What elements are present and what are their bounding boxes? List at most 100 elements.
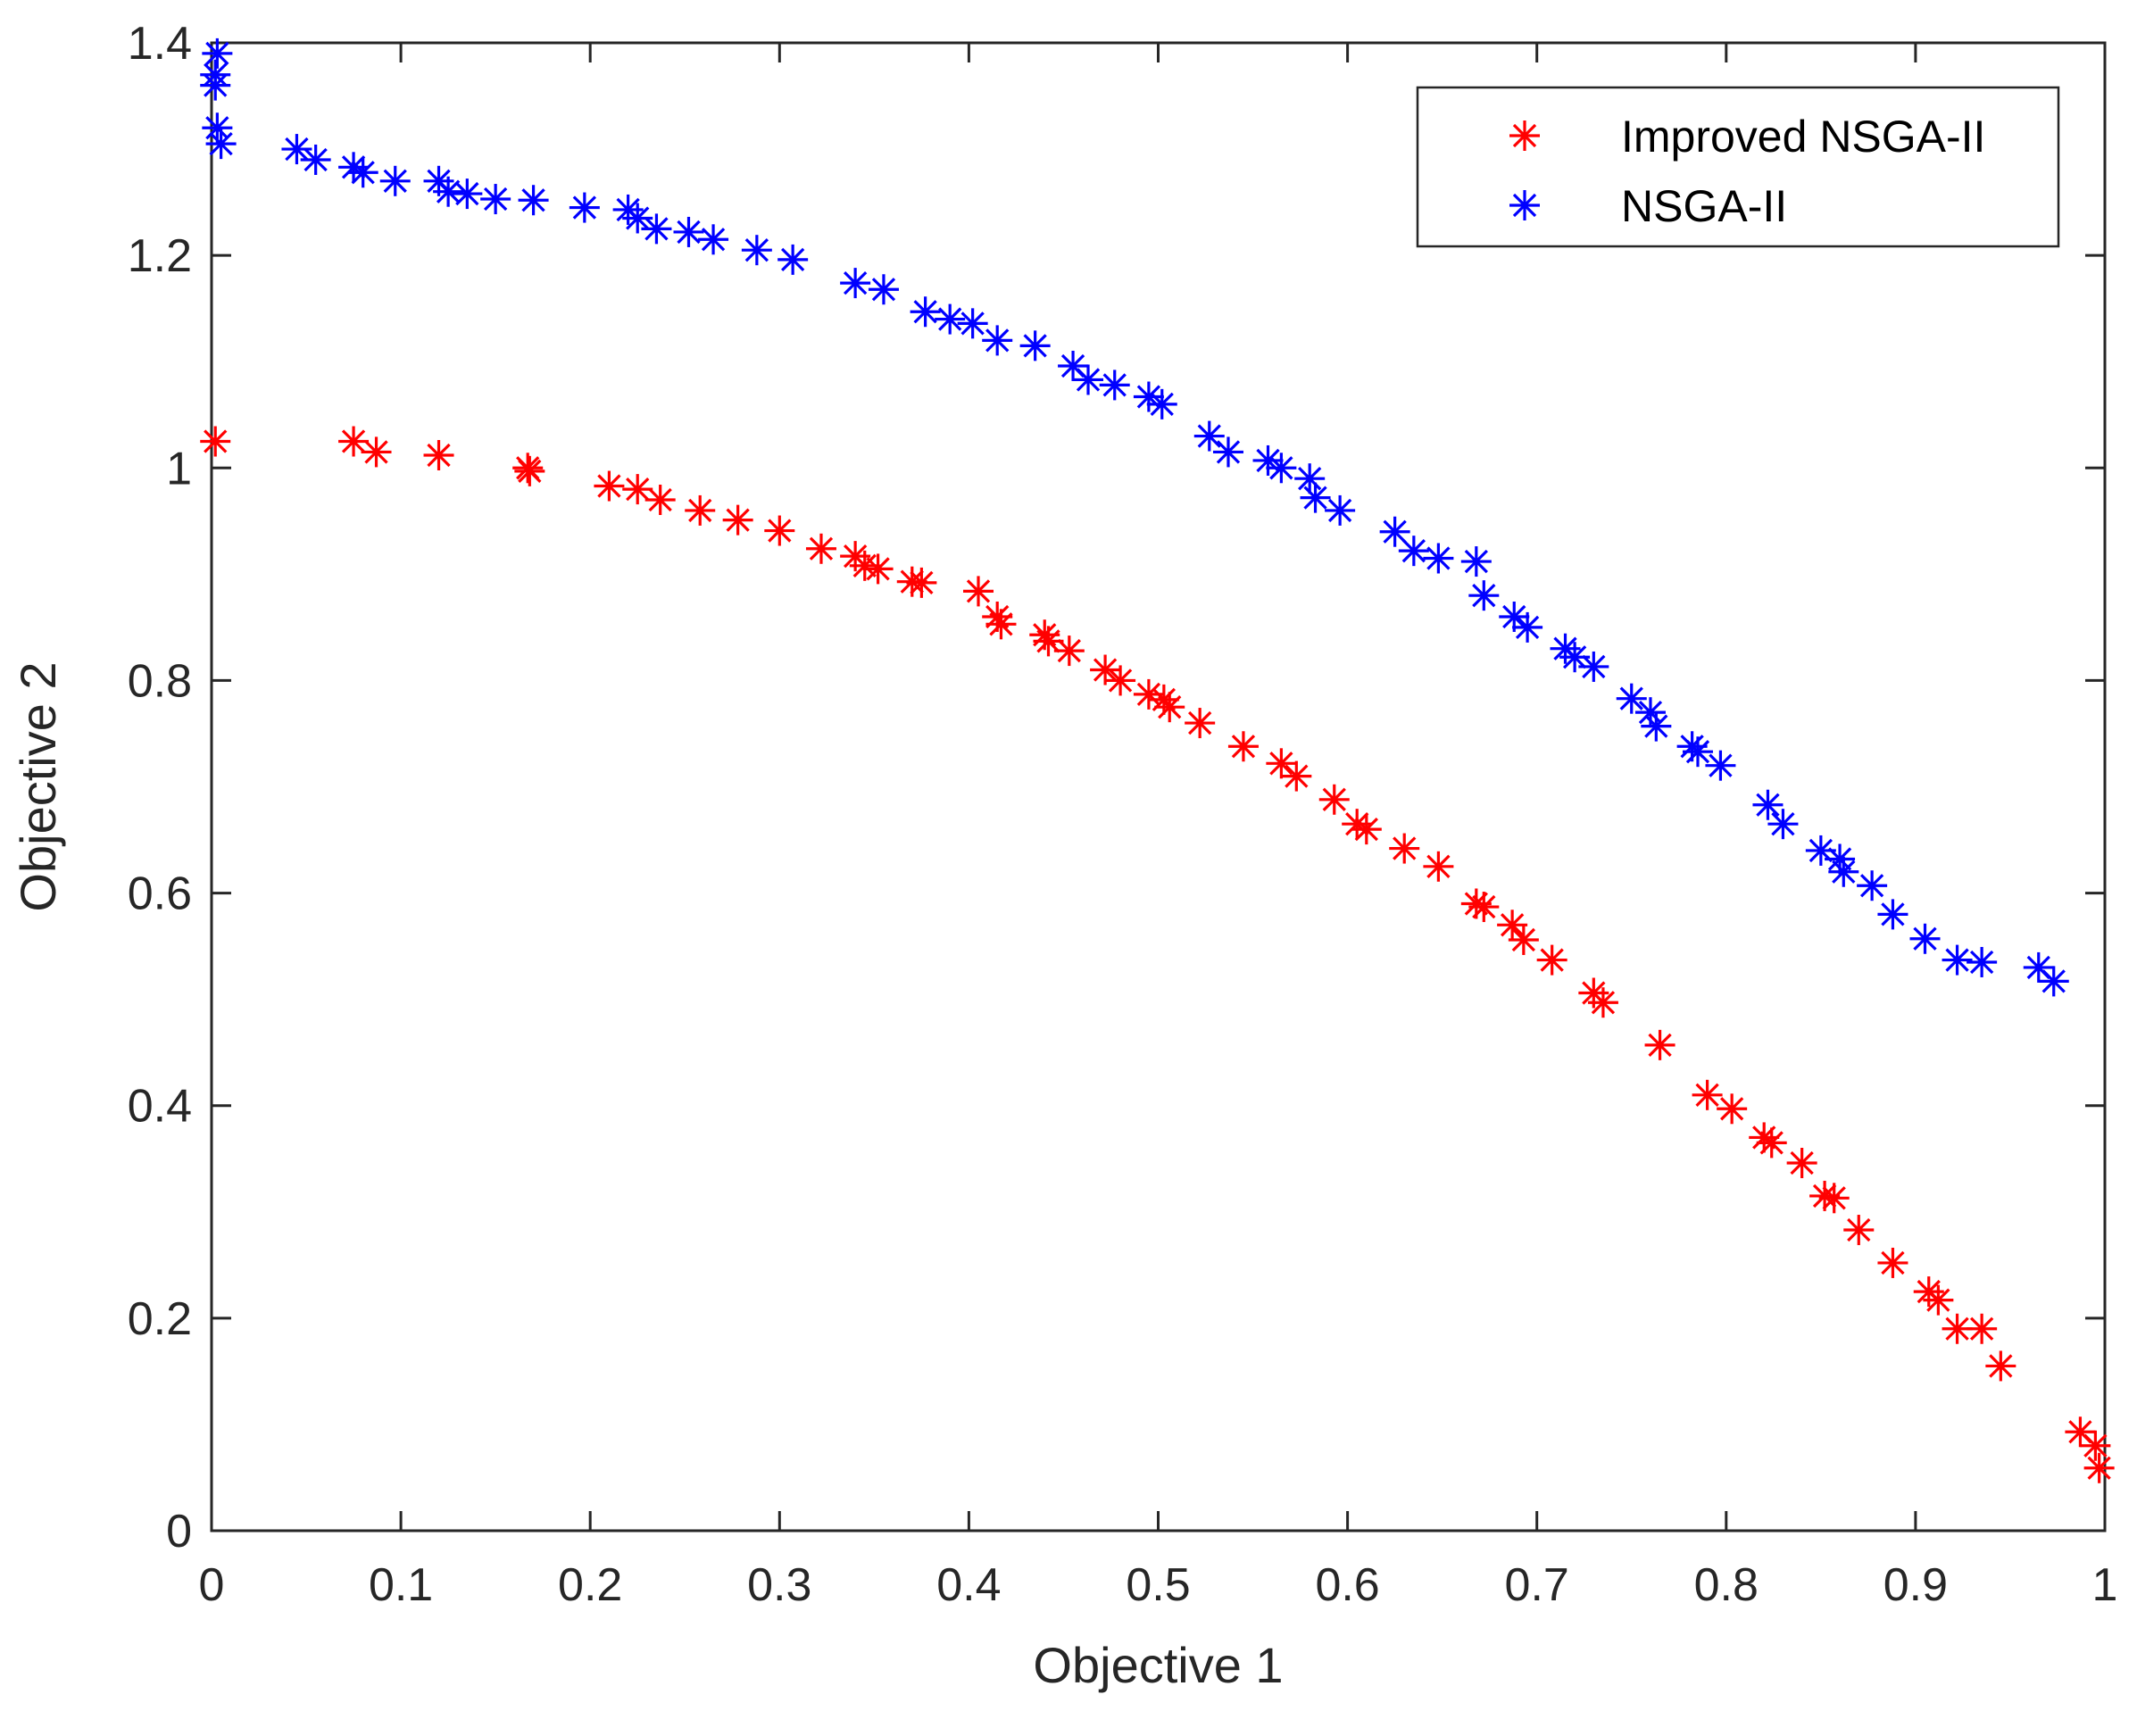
legend-asterisk-icon bbox=[1509, 120, 1540, 151]
data-point bbox=[1342, 809, 1373, 840]
data-point bbox=[963, 576, 994, 607]
data-point bbox=[202, 37, 233, 69]
data-point bbox=[569, 192, 600, 223]
y-tick-label: 0.6 bbox=[128, 868, 192, 920]
data-point bbox=[1318, 784, 1350, 815]
data-point bbox=[1508, 924, 1539, 955]
data-point bbox=[433, 176, 464, 207]
y-tick-label: 1.2 bbox=[128, 230, 192, 282]
data-point bbox=[1099, 370, 1130, 401]
data-point bbox=[741, 235, 772, 266]
data-point bbox=[1423, 851, 1454, 882]
data-point bbox=[480, 184, 511, 215]
data-point bbox=[1019, 330, 1051, 361]
data-point bbox=[518, 185, 549, 216]
data-point bbox=[1154, 692, 1185, 723]
legend-asterisk-icon bbox=[1509, 190, 1540, 220]
data-point bbox=[622, 474, 653, 505]
y-tick-label: 0.2 bbox=[128, 1293, 192, 1345]
x-tick-label: 0.6 bbox=[1315, 1559, 1379, 1611]
y-tick-label: 0.8 bbox=[128, 655, 192, 707]
data-point bbox=[300, 144, 331, 175]
data-point bbox=[1185, 708, 1216, 739]
data-point bbox=[1923, 1284, 1954, 1316]
data-point bbox=[935, 303, 966, 335]
data-point bbox=[2038, 966, 2069, 997]
data-point bbox=[1705, 750, 1736, 781]
plot-area bbox=[210, 41, 2107, 1532]
data-point bbox=[1389, 833, 1420, 864]
data-point bbox=[685, 494, 716, 526]
data-point bbox=[1053, 635, 1085, 667]
legend-label-improved-nsga-ii: Improved NSGA-II bbox=[1621, 112, 1985, 162]
data-point bbox=[1692, 1079, 1723, 1110]
data-point bbox=[1909, 923, 1941, 954]
data-point bbox=[338, 426, 370, 457]
data-point bbox=[347, 157, 378, 188]
series-improved-nsga-ii bbox=[200, 426, 2115, 1483]
data-point bbox=[1857, 870, 1888, 901]
data-point bbox=[868, 274, 899, 305]
data-point bbox=[379, 165, 411, 196]
data-point bbox=[1300, 482, 1331, 513]
x-tick-label: 0 bbox=[199, 1559, 225, 1611]
data-point bbox=[805, 533, 836, 564]
y-axis-ticks: 0 0.2 0.4 0.6 0.8 1 1.2 1.4 bbox=[128, 18, 2105, 1557]
data-point bbox=[1942, 944, 1973, 976]
data-point bbox=[1877, 1247, 1908, 1278]
data-point bbox=[2023, 951, 2054, 983]
data-point bbox=[202, 112, 233, 144]
x-tick-label: 0.8 bbox=[1694, 1559, 1759, 1611]
data-point bbox=[1266, 748, 1297, 779]
data-point bbox=[281, 134, 312, 165]
data-point bbox=[1398, 536, 1429, 567]
data-point bbox=[2065, 1416, 2096, 1448]
data-point bbox=[452, 179, 483, 210]
data-point bbox=[1877, 899, 1908, 930]
data-point bbox=[1423, 543, 1454, 574]
x-axis-title: Objective 1 bbox=[1033, 1637, 1283, 1693]
y-axis-title: Objective 2 bbox=[10, 661, 66, 911]
data-point bbox=[1294, 463, 1326, 494]
data-point bbox=[1073, 364, 1104, 395]
data-point bbox=[1616, 683, 1647, 714]
x-tick-label: 0.5 bbox=[1126, 1559, 1190, 1611]
data-point bbox=[1967, 1313, 1998, 1344]
data-point bbox=[1497, 910, 1528, 941]
data-point bbox=[1641, 710, 1672, 742]
data-point bbox=[1828, 856, 1859, 887]
x-tick-label: 0.9 bbox=[1883, 1559, 1948, 1611]
y-tick-label: 0 bbox=[166, 1506, 192, 1557]
data-point bbox=[1227, 731, 1259, 762]
data-point bbox=[1193, 420, 1225, 452]
data-point bbox=[1752, 789, 1784, 820]
series-nsga-ii bbox=[200, 37, 2069, 997]
data-point bbox=[1985, 1350, 2016, 1382]
data-point bbox=[673, 216, 704, 247]
data-point bbox=[1843, 1215, 1875, 1246]
data-point bbox=[361, 436, 392, 468]
data-point bbox=[1967, 946, 1998, 977]
data-point bbox=[906, 567, 937, 598]
data-point bbox=[1682, 736, 1713, 768]
data-point bbox=[1767, 809, 1799, 840]
data-point bbox=[1146, 388, 1177, 419]
data-point bbox=[1351, 814, 1382, 845]
data-point bbox=[205, 129, 237, 160]
x-axis-ticks: 0 0.1 0.2 0.3 0.4 0.5 0.6 0.7 0.8 0.9 1 bbox=[199, 43, 2117, 1611]
data-point bbox=[910, 296, 941, 328]
data-point bbox=[1587, 987, 1618, 1018]
data-point bbox=[862, 553, 894, 585]
legend: Improved NSGA-II NSGA-II bbox=[1416, 86, 2060, 248]
data-point bbox=[2083, 1452, 2115, 1483]
data-point bbox=[722, 504, 753, 536]
data-point bbox=[514, 455, 545, 486]
data-point bbox=[1379, 516, 1410, 547]
y-tick-label: 0.4 bbox=[128, 1081, 192, 1133]
data-point bbox=[1281, 760, 1312, 792]
x-tick-label: 0.4 bbox=[936, 1559, 1001, 1611]
data-point bbox=[641, 213, 672, 245]
data-series-layer bbox=[200, 37, 2115, 1483]
data-point bbox=[1033, 626, 1064, 657]
